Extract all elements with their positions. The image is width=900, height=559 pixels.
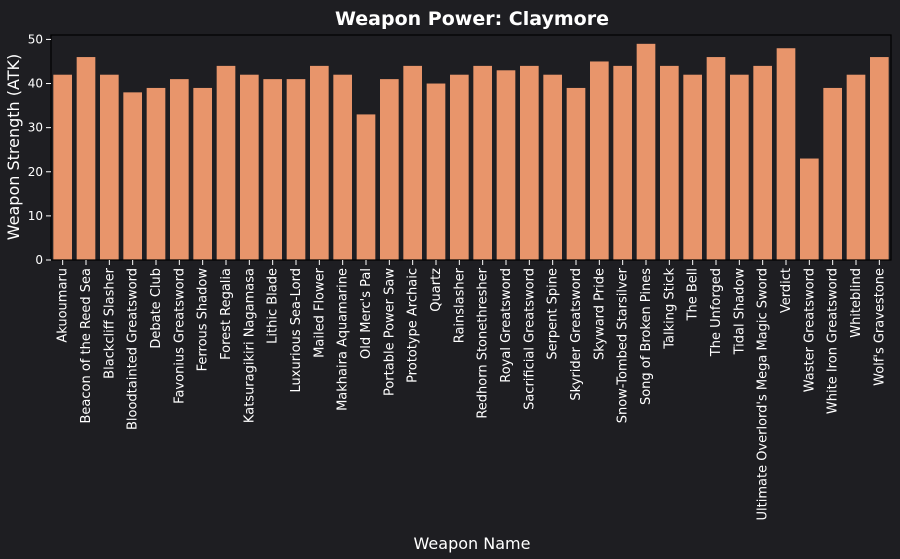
bar (870, 57, 889, 260)
bar (660, 65, 679, 260)
bar (240, 74, 259, 261)
x-tick-label: Whiteblind (849, 268, 864, 338)
x-tick-label: White Iron Greatsword (826, 268, 841, 414)
y-tick-label: 40 (28, 77, 43, 91)
plot-area: 0 10 20 30 40 50 Akuoumaru Beacon of the Reed S… (28, 32, 892, 520)
x-tick-label: Royal Greatsword (499, 268, 514, 383)
bar (683, 74, 702, 261)
bar (286, 79, 306, 260)
x-tick-label: Beacon of the Reed Sea (79, 268, 94, 424)
y-tick-label: 20 (28, 165, 43, 179)
x-tick-label: Favonius Greatsword (172, 268, 187, 404)
bar (76, 57, 96, 260)
x-tick-label: Portable Power Saw (382, 268, 397, 396)
x-tick-label: Forest Regalia (219, 268, 234, 360)
x-tick-label: Debate Club (149, 268, 164, 349)
x-tick-label: Prototype Archaic (406, 268, 421, 383)
x-tick-label: Skyrider Greatsword (569, 268, 584, 401)
x-tick-label: Mailed Flower (312, 267, 327, 357)
x-tick-label: Verdict (779, 268, 794, 313)
bar (450, 74, 469, 261)
x-tick-label: Waster Greatsword (802, 268, 817, 392)
x-tick-label: Katsuragikiri Nagamasa (242, 268, 257, 423)
x-tick-label: Talking Stick (662, 268, 677, 350)
bar (823, 87, 842, 260)
bar (193, 87, 212, 260)
x-tick-label: Bloodtainted Greatsword (126, 268, 141, 430)
bar (636, 43, 656, 260)
x-tick-label: Ultimate Overlord's Mega Magic Sword (756, 268, 771, 520)
x-tick-label: Lithic Blade (266, 268, 281, 344)
x-tick-label: Skyward Pride (592, 268, 607, 360)
x-tick-label: Redhorn Stonethresher (476, 267, 491, 418)
bar (403, 65, 422, 260)
bar (100, 74, 119, 261)
bar (356, 114, 376, 260)
bar (263, 79, 282, 260)
x-tick-label: Akuoumaru (56, 268, 71, 343)
bar (800, 158, 819, 260)
bar (333, 74, 352, 261)
x-tick-label: Old Merc's Pal (359, 268, 374, 359)
bar (613, 65, 632, 260)
bar (730, 74, 749, 261)
bar (776, 48, 796, 261)
x-tick-label: Song of Broken Pines (639, 268, 654, 405)
x-axis-label: Weapon Name (414, 534, 531, 553)
bar (123, 92, 142, 261)
bar (216, 65, 236, 260)
bar (170, 79, 189, 260)
x-tick-label: Luxurious Sea-Lord (289, 268, 304, 392)
y-tick-label: 50 (28, 32, 43, 46)
bar (520, 65, 539, 260)
x-tick-label: Wolf's Gravestone (872, 268, 887, 386)
bar (566, 87, 586, 260)
x-tick-label: Sacrificial Greatsword (522, 268, 537, 410)
y-tick-label: 30 (28, 121, 43, 135)
y-tick-label: 10 (28, 209, 43, 223)
bar (706, 57, 726, 260)
x-tick-label: Rainslasher (452, 267, 467, 343)
x-tick-label: Ferrous Shadow (196, 268, 211, 372)
x-tick-label: Snow-Tombed Starsilver (616, 267, 631, 423)
x-tick-label: Serpent Spine (546, 268, 561, 360)
bar (380, 79, 399, 260)
bar (846, 74, 866, 261)
y-tick-label: 0 (35, 253, 43, 267)
bar (146, 87, 166, 260)
bar (543, 74, 562, 261)
x-tick-label: Quartz (429, 268, 444, 312)
x-tick-label: The Bell (686, 268, 701, 321)
plot-frame (50, 34, 892, 261)
x-tick-label: Tidal Shadow (732, 268, 747, 356)
bar (753, 65, 772, 260)
bar (590, 61, 609, 261)
chart-title: Weapon Power: Claymore (335, 8, 609, 30)
y-axis-label: Weapon Strength (ATK) (4, 54, 23, 240)
bar (473, 65, 492, 260)
bar (310, 65, 329, 260)
x-tick-label: Blackcliff Slasher (102, 267, 117, 378)
bar (426, 83, 446, 260)
bar (53, 74, 72, 261)
x-tick-label: Makhaira Aquamarine (336, 268, 351, 411)
x-tick-label: The Unforged (709, 268, 724, 357)
bar (496, 70, 516, 260)
